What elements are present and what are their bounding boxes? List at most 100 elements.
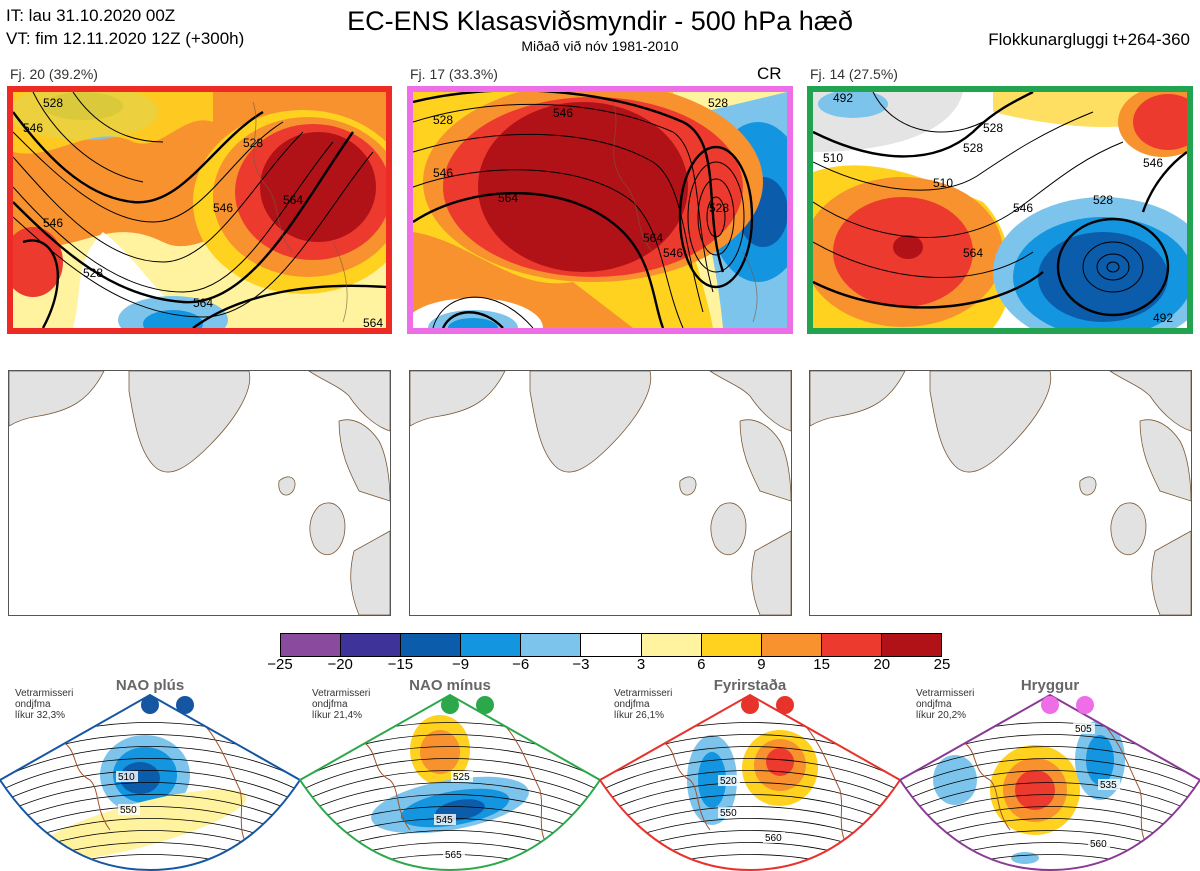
cluster-3-label: Fj. 14 (27.5%) <box>810 66 898 82</box>
regime-title: Fyrirstaða <box>713 677 787 694</box>
land-greenland <box>529 371 652 473</box>
colorbar-tick-label: −9 <box>451 656 470 673</box>
regime-note: Vetrarmisseri ondjfma líkur 26,1% <box>614 688 673 721</box>
cluster-2-map[interactable]: 528 546 546 564 528 546 564 528 <box>407 86 793 334</box>
contour-label: 564 <box>283 193 303 207</box>
contour-label: 528 <box>963 141 983 155</box>
contour-label: 528 <box>1093 193 1113 207</box>
run-info: IT: lau 31.10.2020 00Z VT: fim 12.11.202… <box>6 4 244 50</box>
colorbar-tick-label: 6 <box>697 656 706 673</box>
cluster-1-label: Fj. 20 (39.2%) <box>10 66 98 82</box>
regime-marker-dot <box>776 696 794 714</box>
contour-label: 564 <box>963 246 983 260</box>
land-canada <box>810 371 906 427</box>
contour-label: 564 <box>193 296 213 310</box>
regime-marker-dot <box>441 696 459 714</box>
contour-label: 510 <box>823 151 843 165</box>
height-contour <box>900 746 1200 785</box>
colorbar-swatch <box>341 634 402 656</box>
page-subtitle: Miðað við nóv 1981-2010 <box>521 38 679 54</box>
height-contour <box>600 758 900 797</box>
contour-label: 550 <box>120 805 137 816</box>
regime-title: NAO mínus <box>409 677 491 694</box>
colorbar-swatch <box>641 634 702 656</box>
colorbar-tick-label: −15 <box>387 656 414 673</box>
cluster-2-anomaly-map[interactable] <box>409 370 792 616</box>
coastline <box>359 719 551 851</box>
height-contour <box>900 770 1200 809</box>
land-uk <box>710 502 747 556</box>
contour-label: 492 <box>833 92 853 105</box>
cluster-1-map[interactable]: 528 546 528 546 564 528 546 564 564 <box>7 86 392 334</box>
land-scandinavia <box>1139 419 1191 502</box>
coastline <box>659 719 851 851</box>
regime-sector-outline <box>0 693 302 871</box>
cluster-2-regime-tag: CR <box>757 64 782 83</box>
contour-label: 528 <box>433 113 453 127</box>
land-scandinavia <box>739 419 791 502</box>
contour-label: 510 <box>933 176 953 190</box>
contour-label: 546 <box>1013 201 1033 215</box>
height-contour <box>300 746 600 785</box>
height-contour <box>300 782 600 821</box>
regime-title: NAO plús <box>115 677 185 694</box>
land-greenland <box>128 371 251 473</box>
coastline <box>959 719 1151 851</box>
land-canada <box>410 371 506 427</box>
anomaly-area <box>1086 735 1114 785</box>
regime-marker-dot <box>1041 696 1059 714</box>
contour-label: 528 <box>43 96 63 110</box>
height-contour <box>300 758 600 797</box>
regime-marker-dot <box>141 696 159 714</box>
colorbar-tick-label: 15 <box>813 656 830 673</box>
contour-label: 510 <box>118 772 135 783</box>
valid-time: VT: fim 12.11.2020 12Z (+300h) <box>6 29 245 48</box>
land-europe <box>751 530 791 615</box>
colorbar-tick-label: −25 <box>267 656 293 673</box>
regime-note: Vetrarmisseri ondjfma líkur 20,2% <box>916 688 975 721</box>
page-title: EC-ENS Klasasviðsmyndir - 500 hPa hæð <box>347 6 853 36</box>
colorbar-swatch <box>521 634 582 656</box>
height-contour <box>900 854 1200 870</box>
anomaly-area <box>420 730 460 774</box>
anomaly-area <box>698 752 726 808</box>
contour-label: 505 <box>1075 724 1092 735</box>
height-contour <box>900 782 1200 821</box>
cluster-3-map[interactable]: 492 510 528 528 546 546 564 528 510 492 <box>807 86 1193 334</box>
classification-window: Flokkunargluggi t+264-360 <box>988 30 1190 49</box>
contour-label: 528 <box>709 201 729 215</box>
colorbar-tick-label: −6 <box>512 656 530 673</box>
colorbar-tick-label: −20 <box>327 656 353 673</box>
regime-note: Vetrarmisseri ondjfma líkur 32,3% <box>15 688 74 721</box>
land-scandinavia <box>338 419 390 502</box>
land-uk <box>309 502 346 556</box>
contour-label: 525 <box>453 772 470 783</box>
colorbar-tick-label: 20 <box>873 656 891 673</box>
regime-blocking: Fyrirstaða Vetrarmisseri ondjfma líkur 26,… <box>598 677 902 871</box>
contour-label: 528 <box>983 121 1003 135</box>
colorbar-swatch <box>461 634 522 656</box>
regime-marker-dot <box>476 696 494 714</box>
regime-nao-plus: NAO plús Vetrarmisseri ondjfma líkur 32,3%… <box>0 677 302 871</box>
land-canada <box>9 371 105 427</box>
regime-sector-outline <box>598 693 902 871</box>
colorbar-swatch <box>701 634 762 656</box>
regime-ridge: Hryggur Vetrarmisseri ondjfma líkur 20,2% … <box>898 677 1200 871</box>
height-contour <box>600 746 900 785</box>
contour-label: 528 <box>83 266 103 280</box>
contour-label: 492 <box>1153 311 1173 325</box>
height-contour <box>0 782 300 821</box>
anomaly-area <box>1015 770 1055 810</box>
anomaly-area <box>766 748 794 776</box>
regime-marker-dot <box>1076 696 1094 714</box>
height-contour <box>0 854 300 870</box>
contour-label: 550 <box>720 808 737 819</box>
regime-sector-outline <box>298 693 602 871</box>
cluster-1-anomaly-map[interactable] <box>8 370 391 616</box>
contour-label: 545 <box>436 815 453 826</box>
cluster-3-anomaly-map[interactable] <box>809 370 1192 616</box>
contour-label: 564 <box>498 191 518 205</box>
contour-label: 564 <box>363 316 383 328</box>
land-iceland <box>679 476 697 496</box>
cluster-2-label: Fj. 17 (33.3%) <box>410 66 498 82</box>
